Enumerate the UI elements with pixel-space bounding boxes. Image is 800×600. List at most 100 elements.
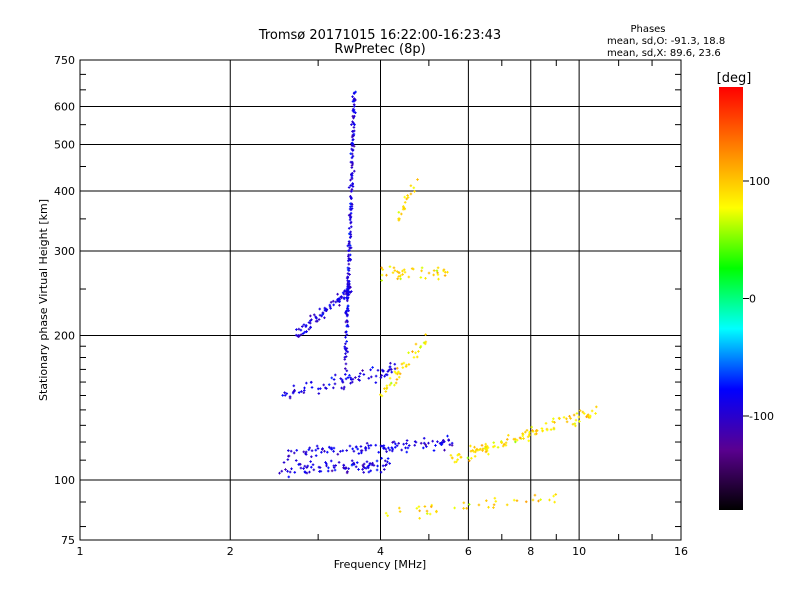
data-point <box>548 498 551 502</box>
data-point <box>407 363 411 366</box>
data-point <box>352 122 356 126</box>
data-point <box>396 277 399 281</box>
data-point <box>397 211 401 214</box>
data-point <box>345 324 349 328</box>
data-point <box>435 510 438 514</box>
data-point <box>527 439 531 443</box>
data-point <box>429 505 433 509</box>
data-point <box>397 442 401 445</box>
data-point <box>302 450 306 454</box>
data-point <box>551 420 555 423</box>
data-point <box>297 327 301 331</box>
data-point <box>308 321 312 325</box>
data-point <box>310 455 313 459</box>
data-point <box>391 441 394 444</box>
colorbar-tick-label: -100 <box>749 410 774 423</box>
data-point <box>363 466 366 469</box>
y-tick-label: 75 <box>61 534 75 547</box>
data-point <box>382 444 386 447</box>
data-point <box>388 448 392 452</box>
data-point <box>533 432 537 436</box>
data-point <box>314 315 317 319</box>
data-point <box>493 496 497 500</box>
data-point <box>352 129 356 133</box>
data-point <box>369 368 372 372</box>
x-tick-label: 10 <box>572 545 586 558</box>
data-point <box>514 440 517 444</box>
data-point <box>357 375 361 378</box>
data-point <box>292 451 296 455</box>
data-point <box>390 446 394 449</box>
data-point <box>349 178 352 182</box>
data-point <box>397 271 401 275</box>
data-point <box>582 412 586 415</box>
data-point <box>504 441 508 445</box>
colorbar-gradient <box>719 87 743 510</box>
data-point <box>414 342 418 346</box>
data-point <box>380 273 384 277</box>
data-point <box>424 443 427 447</box>
data-point <box>521 434 525 438</box>
data-point <box>336 452 340 456</box>
data-point <box>526 435 530 439</box>
data-point <box>310 465 313 469</box>
data-point <box>379 393 382 396</box>
data-point <box>346 376 350 379</box>
data-point <box>443 270 447 274</box>
data-point <box>371 366 374 369</box>
data-point <box>441 439 445 443</box>
data-point <box>565 417 568 421</box>
data-point <box>310 386 314 389</box>
plot-area <box>79 59 682 541</box>
data-point <box>485 444 489 448</box>
data-point <box>518 436 522 440</box>
data-point <box>345 330 348 334</box>
data-point <box>346 266 350 270</box>
data-point <box>409 184 413 188</box>
data-point <box>309 326 312 329</box>
data-point <box>349 184 352 187</box>
data-point <box>351 95 354 98</box>
data-point <box>446 270 449 274</box>
data-point <box>347 249 350 253</box>
data-point <box>578 409 582 412</box>
data-point <box>346 299 349 303</box>
data-point <box>300 325 304 328</box>
data-point <box>501 444 505 448</box>
data-point <box>305 330 308 334</box>
data-point <box>515 499 519 502</box>
data-point <box>356 447 360 451</box>
data-point <box>423 342 427 346</box>
data-point <box>404 365 408 368</box>
data-point <box>343 290 347 293</box>
data-point <box>432 273 435 277</box>
data-point <box>473 445 476 449</box>
x-axis-label: Frequency [MHz] <box>334 558 426 571</box>
data-point <box>377 450 381 454</box>
data-point <box>314 454 318 457</box>
data-point <box>565 420 569 424</box>
data-point <box>353 169 356 173</box>
data-point <box>305 381 308 385</box>
data-point <box>451 456 454 460</box>
data-point <box>380 279 383 282</box>
data-point <box>285 392 289 395</box>
data-point <box>391 271 395 274</box>
data-point <box>307 448 311 452</box>
data-point <box>394 371 398 375</box>
data-point <box>552 417 555 421</box>
data-point <box>512 498 516 502</box>
data-point <box>443 448 446 452</box>
data-point <box>316 387 320 391</box>
data-point <box>345 471 349 475</box>
x-tick-label: 16 <box>674 545 688 558</box>
data-point <box>347 262 351 266</box>
data-point <box>302 323 306 327</box>
data-point <box>343 358 347 361</box>
data-point <box>402 268 406 272</box>
data-point <box>398 510 402 513</box>
data-point <box>388 376 392 380</box>
data-point <box>487 452 490 456</box>
data-point <box>422 441 426 445</box>
data-point <box>354 376 357 379</box>
